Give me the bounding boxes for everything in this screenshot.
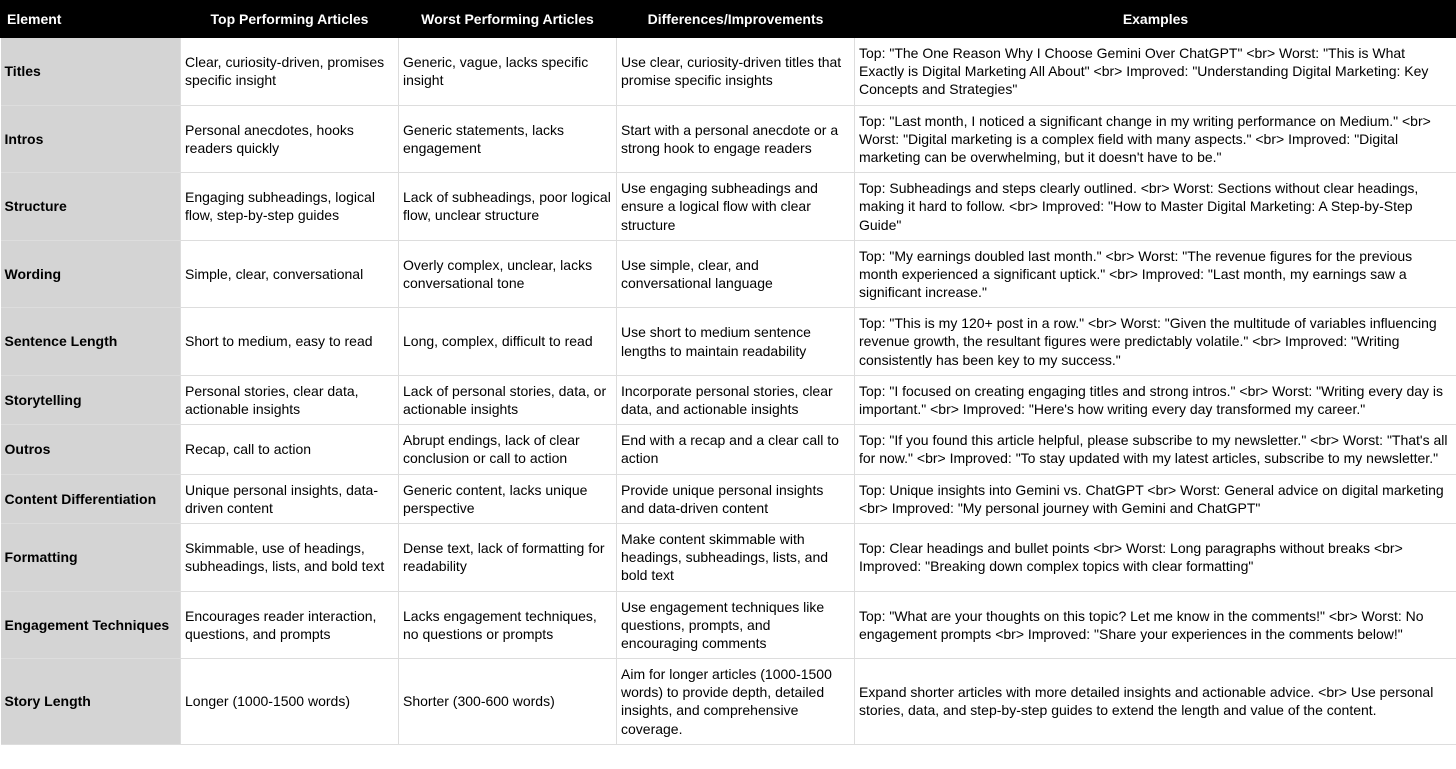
cell-diff: Use engagement techniques like questions…	[617, 591, 855, 659]
cell-top: Recap, call to action	[181, 425, 399, 474]
comparison-table: Element Top Performing Articles Worst Pe…	[0, 0, 1456, 745]
cell-diff: Provide unique personal insights and dat…	[617, 474, 855, 523]
cell-top: Engaging subheadings, logical flow, step…	[181, 173, 399, 241]
cell-worst: Lack of personal stories, data, or actio…	[399, 375, 617, 424]
cell-diff: Use engaging subheadings and ensure a lo…	[617, 173, 855, 241]
table-row: Intros Personal anecdotes, hooks readers…	[1, 105, 1456, 173]
cell-examples: Expand shorter articles with more detail…	[855, 659, 1456, 745]
cell-examples: Top: "What are your thoughts on this top…	[855, 591, 1456, 659]
cell-top: Personal stories, clear data, actionable…	[181, 375, 399, 424]
cell-element: Storytelling	[1, 375, 181, 424]
table-row: Content Differentiation Unique personal …	[1, 474, 1456, 523]
cell-element: Wording	[1, 240, 181, 308]
col-header-top: Top Performing Articles	[181, 1, 399, 38]
cell-element: Sentence Length	[1, 308, 181, 376]
table-row: Sentence Length Short to medium, easy to…	[1, 308, 1456, 376]
cell-element: Formatting	[1, 523, 181, 591]
cell-top: Short to medium, easy to read	[181, 308, 399, 376]
cell-worst: Long, complex, difficult to read	[399, 308, 617, 376]
cell-worst: Abrupt endings, lack of clear conclusion…	[399, 425, 617, 474]
cell-top: Longer (1000-1500 words)	[181, 659, 399, 745]
cell-examples: Top: Clear headings and bullet points <b…	[855, 523, 1456, 591]
cell-top: Encourages reader interaction, questions…	[181, 591, 399, 659]
cell-diff: Incorporate personal stories, clear data…	[617, 375, 855, 424]
col-header-worst: Worst Performing Articles	[399, 1, 617, 38]
cell-diff: Use short to medium sentence lengths to …	[617, 308, 855, 376]
cell-worst: Shorter (300-600 words)	[399, 659, 617, 745]
cell-element: Story Length	[1, 659, 181, 745]
cell-element: Structure	[1, 173, 181, 241]
cell-element: Engagement Techniques	[1, 591, 181, 659]
col-header-examples: Examples	[855, 1, 1456, 38]
table-row: Story Length Longer (1000-1500 words) Sh…	[1, 659, 1456, 745]
cell-top: Personal anecdotes, hooks readers quickl…	[181, 105, 399, 173]
cell-examples: Top: "This is my 120+ post in a row." <b…	[855, 308, 1456, 376]
cell-element: Titles	[1, 38, 181, 106]
cell-examples: Top: Subheadings and steps clearly outli…	[855, 173, 1456, 241]
table-header: Element Top Performing Articles Worst Pe…	[1, 1, 1456, 38]
cell-worst: Lacks engagement techniques, no question…	[399, 591, 617, 659]
cell-top: Skimmable, use of headings, subheadings,…	[181, 523, 399, 591]
cell-examples: Top: "I focused on creating engaging tit…	[855, 375, 1456, 424]
cell-examples: Top: "If you found this article helpful,…	[855, 425, 1456, 474]
cell-diff: Use clear, curiosity-driven titles that …	[617, 38, 855, 106]
cell-worst: Generic, vague, lacks specific insight	[399, 38, 617, 106]
table-row: Titles Clear, curiosity-driven, promises…	[1, 38, 1456, 106]
table-row: Wording Simple, clear, conversational Ov…	[1, 240, 1456, 308]
cell-worst: Overly complex, unclear, lacks conversat…	[399, 240, 617, 308]
cell-worst: Generic content, lacks unique perspectiv…	[399, 474, 617, 523]
cell-element: Intros	[1, 105, 181, 173]
cell-worst: Generic statements, lacks engagement	[399, 105, 617, 173]
col-header-diff: Differences/Improvements	[617, 1, 855, 38]
cell-top: Clear, curiosity-driven, promises specif…	[181, 38, 399, 106]
table-row: Engagement Techniques Encourages reader …	[1, 591, 1456, 659]
cell-diff: Make content skimmable with headings, su…	[617, 523, 855, 591]
cell-examples: Top: "My earnings doubled last month." <…	[855, 240, 1456, 308]
cell-diff: Use simple, clear, and conversational la…	[617, 240, 855, 308]
table-row: Structure Engaging subheadings, logical …	[1, 173, 1456, 241]
cell-element: Outros	[1, 425, 181, 474]
cell-examples: Top: "The One Reason Why I Choose Gemini…	[855, 38, 1456, 106]
cell-top: Simple, clear, conversational	[181, 240, 399, 308]
col-header-element: Element	[1, 1, 181, 38]
cell-worst: Dense text, lack of formatting for reada…	[399, 523, 617, 591]
cell-diff: Start with a personal anecdote or a stro…	[617, 105, 855, 173]
table-row: Storytelling Personal stories, clear dat…	[1, 375, 1456, 424]
cell-examples: Top: "Last month, I noticed a significan…	[855, 105, 1456, 173]
cell-diff: End with a recap and a clear call to act…	[617, 425, 855, 474]
cell-top: Unique personal insights, data-driven co…	[181, 474, 399, 523]
table-row: Outros Recap, call to action Abrupt endi…	[1, 425, 1456, 474]
cell-worst: Lack of subheadings, poor logical flow, …	[399, 173, 617, 241]
table-body: Titles Clear, curiosity-driven, promises…	[1, 38, 1456, 745]
cell-element: Content Differentiation	[1, 474, 181, 523]
cell-examples: Top: Unique insights into Gemini vs. Cha…	[855, 474, 1456, 523]
table-row: Formatting Skimmable, use of headings, s…	[1, 523, 1456, 591]
cell-diff: Aim for longer articles (1000-1500 words…	[617, 659, 855, 745]
